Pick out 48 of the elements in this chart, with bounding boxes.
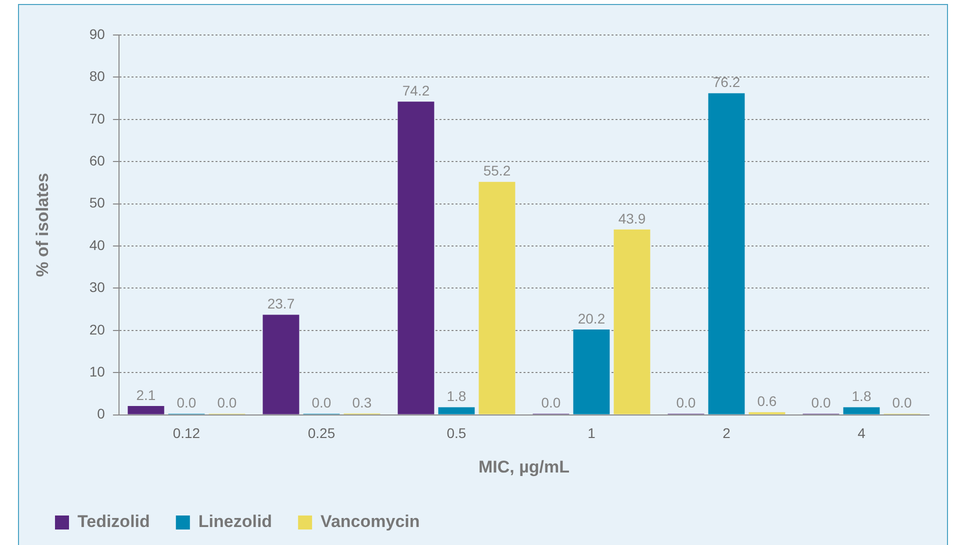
data-label: 0.0 [541,394,561,411]
y-tick-label: 50 [89,194,106,211]
data-label: 2.1 [136,386,156,403]
y-tick-label: 0 [97,406,106,422]
data-label: 43.9 [618,210,646,226]
y-tick-label: 10 [89,363,106,380]
data-label: 0.0 [811,394,831,411]
data-label: 76.2 [712,74,740,90]
data-label: 1.8 [852,388,872,404]
bar [128,406,164,414]
x-axis-title: MIC, µg/mL [478,457,570,476]
y-tick-label: 90 [89,26,106,42]
y-tick-label: 20 [89,321,106,338]
y-tick-label: 70 [89,110,106,126]
bar [614,230,650,414]
data-label: 1.8 [446,388,466,404]
x-tick-label: 1 [588,425,596,442]
data-label: 0.3 [352,394,372,410]
x-tick-label: 0.25 [308,425,336,442]
bar [708,93,745,414]
data-label: 0.0 [217,394,237,411]
legend-label: Tedizolid [78,512,150,532]
data-label: 74.2 [402,82,430,99]
y-tick-label: 80 [89,68,106,84]
bar [843,407,880,414]
x-tick-label: 0.12 [172,425,200,442]
data-label: 0.0 [176,394,196,411]
data-label: 23.7 [267,296,295,312]
x-tick-label: 0.5 [446,425,466,442]
data-label: 0.0 [312,394,332,411]
legend-label: Vancomycin [320,512,420,532]
data-label: 20.2 [578,310,606,326]
bar [438,407,475,414]
y-tick-label: 60 [89,152,106,168]
data-label: 0.0 [892,394,912,411]
bar [398,102,434,414]
bar [478,182,516,414]
bar [573,330,610,414]
legend-label: Linezolid [198,512,272,532]
data-label: 0.0 [676,394,696,411]
x-tick-label: 2 [722,425,731,442]
data-label: 55.2 [483,162,511,179]
y-tick-label: 30 [89,279,106,296]
y-axis-title: % of isolates [32,172,52,277]
x-tick-label: 4 [858,425,866,442]
bar [262,314,300,414]
y-tick-label: 40 [89,236,106,253]
data-label: 0.6 [757,393,777,410]
